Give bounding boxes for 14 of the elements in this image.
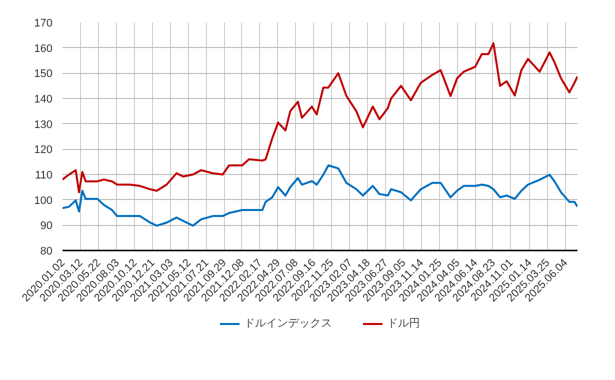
y-tick-label: 170 <box>34 18 53 30</box>
y-tick-label: 110 <box>34 170 53 182</box>
y-tick-label: 150 <box>34 68 53 80</box>
line-series <box>62 164 578 227</box>
line-series <box>62 42 578 194</box>
y-tick-label: 140 <box>34 94 53 106</box>
y-tick-label: 160 <box>34 42 53 55</box>
y-tick-label: 80 <box>40 246 53 258</box>
y-tick-label: 130 <box>34 118 53 131</box>
legend-label: ドル円 <box>387 316 420 330</box>
y-tick-label: 100 <box>34 194 53 207</box>
y-tick-label: 90 <box>40 220 53 232</box>
y-tick-label: 120 <box>34 144 53 156</box>
legend-label: ドルインデックス <box>244 316 332 330</box>
